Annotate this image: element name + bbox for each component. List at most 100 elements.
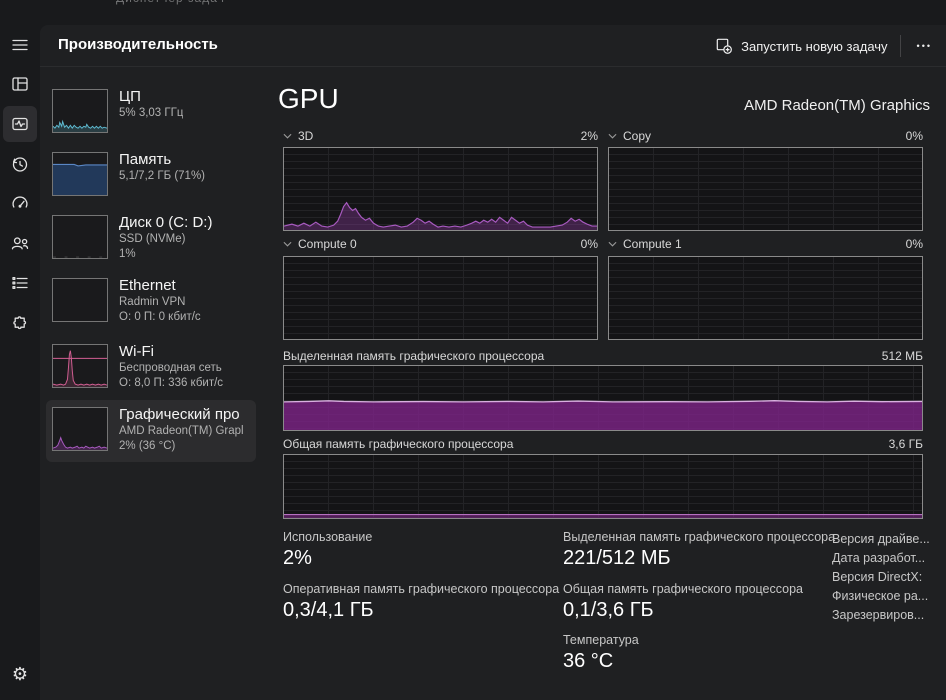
chart-header-compute1: Compute 1 0% <box>608 237 923 251</box>
chart-header-3d: 3D 2% <box>283 129 598 143</box>
stat-shared-memory: Общая память графического процессора 0,1… <box>563 582 803 622</box>
graph-line <box>53 350 107 386</box>
metric-title: ЦП <box>119 88 141 105</box>
stat-dedicated-memory: Выделенная память графического процессор… <box>563 530 835 570</box>
cpu-mini-graph <box>52 89 108 133</box>
chart-scale-value: 512 МБ <box>881 349 923 363</box>
settings-icon[interactable]: ⚙ <box>4 658 36 690</box>
3d-usage-graph <box>284 201 597 230</box>
graph-line <box>284 201 597 228</box>
sidebar-item-gpu[interactable]: Графический про AMD Radeon(TM) Grapl 2% … <box>46 400 256 462</box>
chart-label: Выделенная память графического процессор… <box>283 349 545 363</box>
services-icon[interactable] <box>4 307 36 339</box>
chart-label: Copy <box>623 129 652 143</box>
sidebar-item-ethernet[interactable]: Ethernet Radmin VPN О: 0 П: 0 кбит/с <box>46 271 256 333</box>
chevron-down-icon[interactable] <box>283 241 292 247</box>
chart-header-shared-memory: Общая память графического процессора 3,6… <box>283 437 923 451</box>
run-new-task-label: Запустить новую задачу <box>741 38 888 54</box>
metric-subtitle2: 1% <box>119 248 136 260</box>
stat-label: Выделенная память графического процессор… <box>563 530 836 544</box>
chart-header-copy: Copy 0% <box>608 129 923 143</box>
graph-line <box>53 119 107 130</box>
stat-value: 2% <box>283 547 312 569</box>
performance-panel: Производительность Запустить новую задач… <box>40 25 946 700</box>
chart-current-value: 0% <box>580 237 598 251</box>
sidebar-item-cpu[interactable]: ЦП 5% 3,03 ГГц <box>46 82 256 144</box>
metric-subtitle2: О: 0 П: 0 кбит/с <box>119 311 201 323</box>
gpu-adapter-name: AMD Radeon(TM) Graphics <box>744 97 930 114</box>
stat-temperature: Температура 36 °C <box>563 633 639 673</box>
metric-subtitle: AMD Radeon(TM) Grapl <box>119 425 244 437</box>
stat-gpu-ram: Оперативная память графического процессо… <box>283 582 559 622</box>
metric-subtitle: Беспроводная сеть <box>119 362 222 374</box>
header-actions: Запустить новую задачу ••• <box>716 25 936 67</box>
startup-apps-icon[interactable] <box>4 187 36 219</box>
chevron-down-icon[interactable] <box>608 133 617 139</box>
detail-driver-date: Дата разработ... <box>832 551 926 565</box>
metric-subtitle: SSD (NVMe) <box>119 233 186 245</box>
stat-label: Общая память графического процессора <box>563 582 804 596</box>
performance-icon[interactable] <box>3 106 37 142</box>
stat-label: Оперативная память графического процессо… <box>283 582 560 596</box>
gpu-driver-details: Версия драйве... Дата разработ... Версия… <box>832 530 930 625</box>
graph-fill <box>284 400 922 430</box>
gpu-pane-title: GPU <box>278 83 339 114</box>
new-task-icon <box>716 38 733 54</box>
stat-label: Температура <box>563 633 639 647</box>
chart-current-value: 0% <box>905 129 923 143</box>
processes-icon[interactable] <box>4 68 36 100</box>
header-bottom-divider <box>40 66 946 67</box>
dedicated-memory-graph <box>284 400 922 430</box>
sidebar-item-disk0[interactable]: Диск 0 (C: D:) SSD (NVMe) 1% <box>46 208 256 270</box>
metric-title: Wi-Fi <box>119 343 154 360</box>
chart-scale-value: 3,6 ГБ <box>888 437 923 451</box>
details-icon[interactable] <box>4 267 36 299</box>
menu-icon[interactable] <box>4 29 36 61</box>
graph-line <box>53 163 107 167</box>
chart-label: Общая память графического процессора <box>283 437 514 451</box>
detail-physical-location: Физическое ра... <box>832 589 929 603</box>
metric-title: Память <box>119 151 172 168</box>
users-icon[interactable] <box>4 227 36 259</box>
chart-compute1[interactable] <box>608 256 923 340</box>
sidebar-item-wifi[interactable]: Wi-Fi Беспроводная сеть О: 8,0 П: 336 кб… <box>46 337 256 399</box>
stat-value: 0,1/3,6 ГБ <box>563 599 654 621</box>
metric-subtitle: 5,1/7,2 ГБ (71%) <box>119 170 206 182</box>
chart-header-dedicated-memory: Выделенная память графического процессор… <box>283 349 923 363</box>
metric-subtitle: 5% 3,03 ГГц <box>119 107 184 119</box>
chart-current-value: 2% <box>580 129 598 143</box>
gpu-mini-graph <box>52 407 108 451</box>
stat-value: 221/512 МБ <box>563 547 671 569</box>
graph-line <box>53 436 107 449</box>
chart-shared-memory[interactable] <box>283 454 923 519</box>
chart-3d[interactable] <box>283 147 598 231</box>
chart-compute0[interactable] <box>283 256 598 340</box>
shared-memory-graph <box>284 513 922 518</box>
sidebar-item-memory[interactable]: Память 5,1/7,2 ГБ (71%) <box>46 145 256 207</box>
chart-copy[interactable] <box>608 147 923 231</box>
metric-subtitle: Radmin VPN <box>119 296 186 308</box>
panel-header: Производительность Запустить новую задач… <box>40 25 946 67</box>
chart-dedicated-memory[interactable] <box>283 365 923 431</box>
chart-label: Compute 1 <box>623 237 682 251</box>
chart-current-value: 0% <box>905 237 923 251</box>
graph-line <box>284 400 922 403</box>
stat-value: 36 °C <box>563 650 614 672</box>
chevron-down-icon[interactable] <box>283 133 292 139</box>
graph-fill <box>284 514 922 518</box>
chevron-down-icon[interactable] <box>608 241 617 247</box>
more-options-button[interactable]: ••• <box>913 35 936 57</box>
chart-label: Compute 0 <box>298 237 357 251</box>
stat-label: Использование <box>283 530 373 544</box>
stat-value: 0,3/4,1 ГБ <box>283 599 374 621</box>
graph-fill <box>53 437 107 450</box>
app-history-icon[interactable] <box>4 148 36 180</box>
detail-reserved-memory: Зарезервиров... <box>832 608 925 622</box>
run-new-task-button[interactable]: Запустить новую задачу <box>716 38 888 54</box>
memory-mini-graph <box>52 152 108 196</box>
nav-rail: ⚙ <box>0 0 40 700</box>
graph-fill <box>53 164 107 195</box>
stat-usage: Использование 2% <box>283 530 372 570</box>
metric-title: Графический про <box>119 406 240 423</box>
